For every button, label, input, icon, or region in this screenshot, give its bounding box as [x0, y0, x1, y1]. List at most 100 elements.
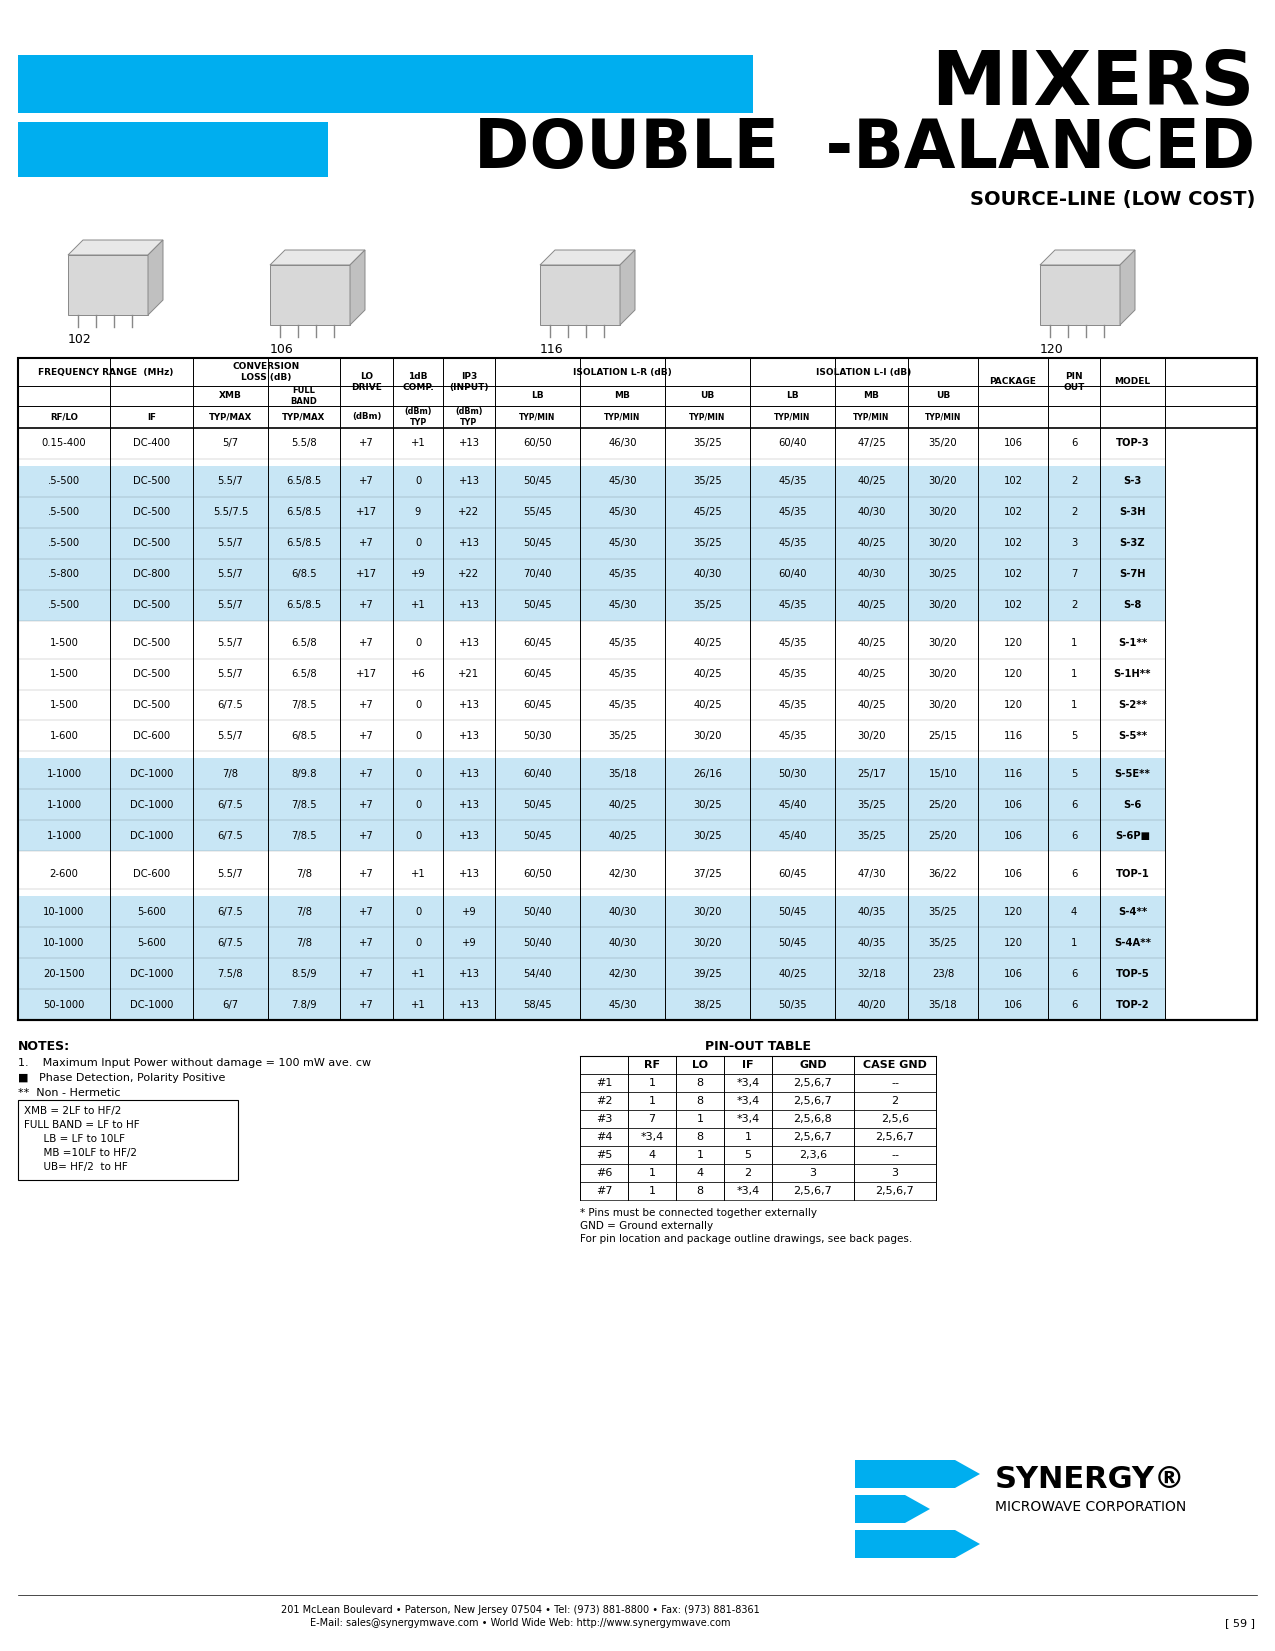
Text: 4: 4: [696, 1167, 704, 1179]
Text: 5.5/8: 5.5/8: [291, 439, 316, 449]
Text: +1: +1: [411, 969, 426, 979]
Bar: [580, 1182, 936, 1200]
Text: 120: 120: [1003, 669, 1023, 679]
Text: MICROWAVE CORPORATION: MICROWAVE CORPORATION: [994, 1501, 1186, 1514]
Text: 30/20: 30/20: [928, 700, 958, 710]
Text: 50/45: 50/45: [523, 830, 552, 840]
Text: 10-1000: 10-1000: [43, 938, 84, 948]
Bar: [270, 266, 351, 325]
Text: 106: 106: [1003, 969, 1023, 979]
Text: DC-500: DC-500: [133, 700, 170, 710]
Text: 5.5/7: 5.5/7: [218, 731, 244, 741]
Text: UB: UB: [936, 391, 950, 401]
Text: 50/40: 50/40: [523, 938, 552, 948]
Text: 8: 8: [696, 1185, 704, 1195]
Text: TYP/MAX: TYP/MAX: [282, 413, 325, 421]
Text: S-3H: S-3H: [1119, 507, 1146, 517]
Text: 120: 120: [1003, 639, 1023, 649]
Text: (dBm): (dBm): [352, 413, 381, 421]
Text: 1: 1: [649, 1078, 655, 1088]
Text: +22: +22: [459, 570, 479, 580]
Text: 60/40: 60/40: [778, 439, 807, 449]
Text: 120: 120: [1040, 343, 1063, 357]
Text: S-4A**: S-4A**: [1114, 938, 1151, 948]
Text: 50/30: 50/30: [778, 769, 807, 779]
Text: 46/30: 46/30: [608, 439, 636, 449]
Text: 106: 106: [270, 343, 293, 357]
Text: 25/17: 25/17: [857, 769, 886, 779]
Text: FULL BAND = LF to HF: FULL BAND = LF to HF: [24, 1119, 140, 1129]
Text: 5: 5: [1071, 769, 1077, 779]
Text: 35/25: 35/25: [694, 601, 722, 611]
Text: +13: +13: [459, 538, 479, 548]
Text: +22: +22: [459, 507, 479, 517]
Text: TOP-1: TOP-1: [1116, 868, 1150, 878]
Text: DOUBLE  -BALANCED: DOUBLE -BALANCED: [474, 116, 1255, 182]
Text: +7: +7: [360, 999, 374, 1009]
Bar: [580, 1128, 936, 1146]
Text: 30/20: 30/20: [857, 731, 886, 741]
Text: 50-1000: 50-1000: [43, 999, 84, 1009]
Text: 50/45: 50/45: [778, 906, 807, 916]
Bar: [18, 928, 1165, 958]
Text: * Pins must be connected together externally: * Pins must be connected together extern…: [580, 1209, 817, 1218]
Text: S-5E**: S-5E**: [1114, 769, 1150, 779]
Bar: [580, 1075, 936, 1091]
Text: 40/25: 40/25: [857, 700, 886, 710]
Text: 1: 1: [745, 1133, 751, 1142]
Bar: [541, 266, 620, 325]
Text: 0: 0: [414, 731, 421, 741]
Text: 1: 1: [1071, 669, 1077, 679]
Text: 30/20: 30/20: [694, 731, 722, 741]
Text: 2,5,6,7: 2,5,6,7: [793, 1185, 833, 1195]
Text: +13: +13: [459, 601, 479, 611]
Bar: [856, 1530, 955, 1559]
Text: 0: 0: [414, 799, 421, 811]
Text: 6/7: 6/7: [222, 999, 238, 1009]
Text: 45/35: 45/35: [778, 538, 807, 548]
Text: DC-500: DC-500: [133, 538, 170, 548]
Text: TYP/MAX: TYP/MAX: [209, 413, 252, 421]
Text: 47/30: 47/30: [857, 868, 886, 878]
Text: +13: +13: [459, 639, 479, 649]
Text: 102: 102: [1003, 570, 1023, 580]
Text: 2,3,6: 2,3,6: [799, 1151, 827, 1161]
Text: +9: +9: [462, 906, 477, 916]
Text: +7: +7: [360, 731, 374, 741]
Text: 45/35: 45/35: [608, 669, 636, 679]
Text: XMB: XMB: [219, 391, 242, 401]
Text: 7/8: 7/8: [296, 938, 312, 948]
Text: 50/45: 50/45: [523, 601, 552, 611]
Text: +21: +21: [459, 669, 479, 679]
Text: 30/20: 30/20: [928, 477, 958, 487]
Text: 3: 3: [810, 1167, 816, 1179]
Text: +13: +13: [459, 477, 479, 487]
Text: 1dB
COMP.: 1dB COMP.: [402, 371, 434, 391]
Text: TYP/MIN: TYP/MIN: [924, 413, 961, 421]
Text: 6/7.5: 6/7.5: [218, 799, 244, 811]
Text: 102: 102: [1003, 538, 1023, 548]
Text: 5: 5: [745, 1151, 751, 1161]
Text: #3: #3: [595, 1114, 612, 1124]
Text: 7: 7: [1071, 570, 1077, 580]
Text: TYP/MIN: TYP/MIN: [774, 413, 811, 421]
Text: 5.5/7: 5.5/7: [218, 538, 244, 548]
Text: DC-1000: DC-1000: [130, 999, 173, 1009]
Text: 102: 102: [1003, 507, 1023, 517]
Bar: [18, 497, 1165, 528]
Text: 8.5/9: 8.5/9: [291, 969, 316, 979]
Text: 102: 102: [1003, 601, 1023, 611]
Polygon shape: [541, 249, 635, 266]
Text: #2: #2: [595, 1096, 612, 1106]
Text: 54/40: 54/40: [523, 969, 552, 979]
Text: 45/35: 45/35: [608, 570, 636, 580]
Text: 45/35: 45/35: [778, 601, 807, 611]
Text: +13: +13: [459, 769, 479, 779]
Text: FREQUENCY RANGE  (MHz): FREQUENCY RANGE (MHz): [38, 368, 173, 376]
Text: DC-600: DC-600: [133, 731, 170, 741]
Text: 1.    Maximum Input Power without damage = 100 mW ave. cw: 1. Maximum Input Power without damage = …: [18, 1058, 371, 1068]
Text: #4: #4: [595, 1133, 612, 1142]
Polygon shape: [955, 1530, 980, 1559]
Bar: [1040, 266, 1119, 325]
Text: .5-500: .5-500: [48, 538, 80, 548]
